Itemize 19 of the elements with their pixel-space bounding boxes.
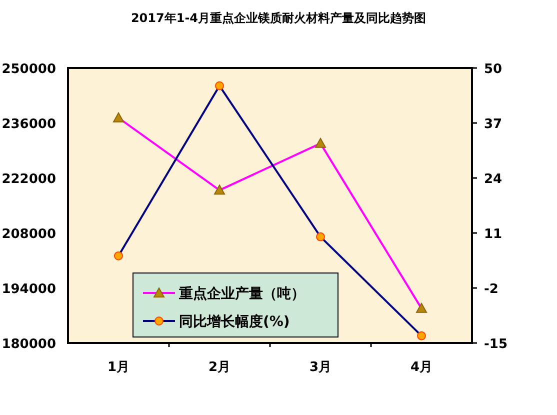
x-tick-label: 3月 [309,360,332,375]
y2-tick-label: 37 [484,117,502,132]
legend-label: 重点企业产量（吨） [178,285,305,302]
y-tick-label: 180000 [2,337,56,352]
y2-tick-label: 11 [484,227,502,242]
x-tick-label: 4月 [410,360,433,375]
y2-tick-label: 50 [484,62,502,77]
y-tick-label: 208000 [2,227,56,242]
x-tick-label: 2月 [208,360,231,375]
y2-tick-label: -15 [484,337,508,352]
x-tick-label: 1月 [107,360,130,375]
y2-tick-label: -2 [484,282,498,297]
y-tick-label: 194000 [2,282,56,297]
chart-title: 2017年1-4月重点企业镁质耐火材料产量及同比趋势图 [130,11,426,25]
y-tick-label: 236000 [2,117,56,132]
y-tick-label: 222000 [2,172,56,187]
legend-label: 同比增长幅度(%) [179,313,290,330]
y2-tick-label: 24 [484,172,502,187]
y-tick-label: 250000 [2,62,56,77]
